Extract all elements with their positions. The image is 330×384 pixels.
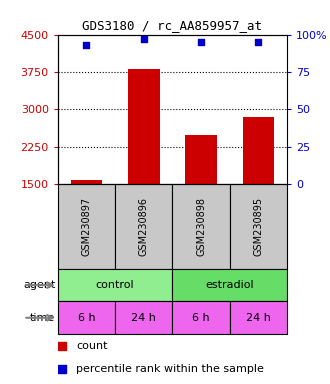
Text: time: time (30, 313, 55, 323)
Bar (173, 269, 287, 301)
Point (141, 36, 147, 42)
Text: GSM230895: GSM230895 (253, 197, 263, 256)
Bar (71, 180, 102, 184)
Text: GSM230897: GSM230897 (82, 197, 91, 256)
Text: agent: agent (23, 280, 55, 290)
Text: control: control (96, 280, 134, 290)
Bar (173, 184, 230, 269)
Bar (128, 68, 159, 184)
Text: 6 h: 6 h (192, 313, 210, 323)
Text: GSM230896: GSM230896 (139, 197, 149, 256)
Title: GDS3180 / rc_AA859957_at: GDS3180 / rc_AA859957_at (82, 19, 262, 32)
Text: 24 h: 24 h (131, 313, 156, 323)
Bar (185, 136, 217, 184)
Point (60, 366, 65, 372)
Bar (230, 301, 287, 334)
Bar (58, 269, 173, 301)
Text: percentile rank within the sample: percentile rank within the sample (76, 364, 264, 374)
Bar (230, 184, 287, 269)
Bar (115, 184, 173, 269)
Text: 6 h: 6 h (78, 313, 95, 323)
Text: count: count (76, 341, 108, 351)
Text: 24 h: 24 h (246, 313, 271, 323)
Text: GSM230898: GSM230898 (196, 197, 206, 256)
Bar (58, 184, 115, 269)
Bar (115, 301, 173, 334)
Bar (243, 118, 274, 184)
Point (198, 39, 204, 45)
Point (84, 42, 89, 48)
Text: estradiol: estradiol (206, 280, 254, 290)
Point (60, 343, 65, 349)
Bar (58, 301, 115, 334)
Bar (173, 301, 230, 334)
Point (256, 39, 261, 45)
